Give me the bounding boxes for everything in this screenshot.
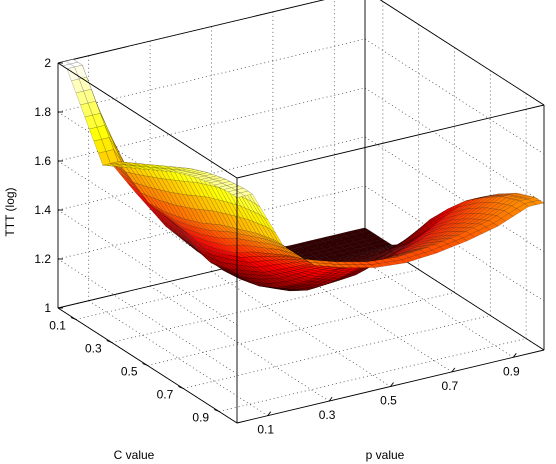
grid-line [147, 292, 455, 366]
z-tick-label: 1.8 [34, 105, 51, 119]
x-tick-mark [451, 367, 456, 373]
y-axis-label: C value [114, 448, 155, 462]
z-axis-label: TTT (log) [3, 187, 17, 236]
grid-line [219, 338, 527, 412]
axis-frame-edge [236, 104, 545, 179]
y-tick-label: 0.9 [192, 411, 209, 425]
y-tick-label: 0.3 [85, 342, 102, 356]
y-tick-label: 0.1 [49, 319, 66, 333]
y-tick-mark [178, 386, 184, 389]
x-axis-label: p value [366, 448, 405, 462]
grid-line [88, 300, 268, 416]
grid-line [57, 38, 366, 113]
x-tick-label: 0.3 [319, 408, 336, 422]
x-tick-mark [267, 411, 272, 416]
x-tick-mark [328, 396, 333, 402]
axis-frame-edge [379, 0, 545, 106]
y-tick-label: 0.5 [121, 365, 138, 379]
z-tick-label: 2 [44, 56, 51, 70]
tick-labels: 1 1.2 1.4 1.6 1.8 2 0.1 0.3 0.5 0.7 0.9 0.1 0.3 0.5 0.… [34, 56, 520, 437]
z-tick-label: 1.6 [34, 154, 51, 168]
z-tick-label: 1 [44, 301, 51, 315]
x-tick-label: 0.1 [257, 423, 274, 437]
axes-front-frame [57, 62, 545, 424]
axis-frame-edge [57, 62, 238, 179]
grid-line [183, 315, 491, 389]
z-tick-label: 1.4 [34, 203, 51, 217]
x-tick-mark [390, 382, 394, 387]
x-tick-label: 0.5 [380, 394, 397, 408]
x-tick-label: 0.7 [442, 379, 459, 393]
surface-patch [232, 192, 246, 198]
grid-line [75, 246, 383, 320]
grid-line [57, 136, 366, 211]
x-tick-mark [512, 353, 517, 358]
grid-line [111, 269, 419, 343]
grid-line [57, 185, 366, 260]
grid-line [149, 285, 330, 402]
y-tick-mark [142, 363, 148, 366]
surface-mesh [57, 59, 545, 292]
x-tick-label: 0.9 [503, 364, 520, 378]
axes-back-panes [57, 0, 545, 424]
back-wall-c0 [58, 0, 365, 308]
y-tick-mark [70, 317, 77, 320]
z-tick-label: 1.2 [34, 252, 51, 266]
y-tick-label: 0.7 [157, 388, 174, 402]
axis-frame-edge [57, 0, 325, 64]
y-tick-mark [106, 340, 112, 343]
back-wall-p1 [365, 0, 544, 350]
y-tick-mark [213, 409, 220, 412]
